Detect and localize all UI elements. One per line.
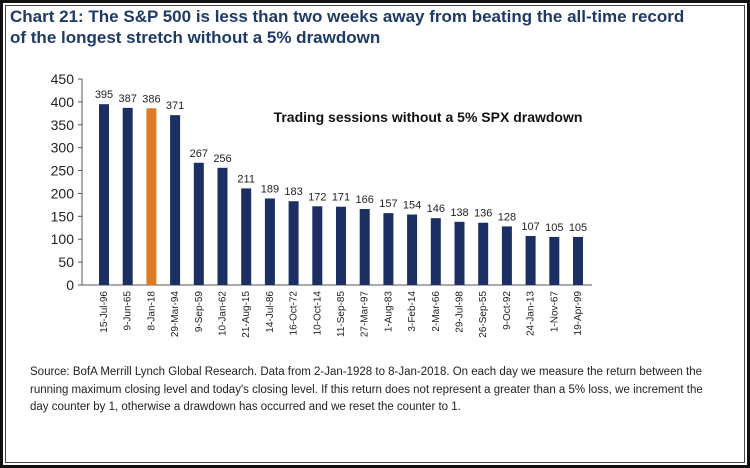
x-tick-label: 29-Mar-94 [170, 291, 181, 338]
bar [359, 209, 370, 285]
x-tick-label: 9-Sep-59 [194, 291, 205, 333]
x-tick-label: 15-Jul-96 [99, 291, 110, 333]
bar-value-label: 136 [474, 208, 492, 220]
bar-value-label: 183 [284, 186, 302, 198]
x-tick-label: 10-Jan-62 [218, 291, 229, 336]
bar-value-label: 105 [569, 222, 587, 234]
bar-value-label: 387 [119, 93, 137, 105]
x-tick-label: 9-Jun-65 [123, 291, 134, 331]
y-tick-label: 100 [51, 231, 75, 247]
x-tick-label: 16-Oct-72 [289, 291, 300, 336]
x-tick-label: 21-Aug-15 [241, 291, 252, 338]
bar-value-label: 166 [356, 194, 374, 206]
y-tick-label: 0 [66, 277, 74, 293]
source-note: Source: BofA Merrill Lynch Global Resear… [30, 366, 703, 413]
y-tick-label: 250 [51, 163, 75, 179]
bar-value-label: 386 [142, 93, 160, 105]
chart-data-labels: 395 387 386 371 267 256 211 189 183 172 171 166 157 1… [95, 89, 587, 234]
bar-value-label: 211 [237, 173, 255, 185]
bar [241, 188, 252, 285]
x-tick-label: 29-Jul-98 [455, 291, 466, 333]
bar-value-label: 171 [332, 192, 350, 204]
bar [454, 221, 465, 285]
bar-value-label: 157 [379, 198, 397, 210]
x-tick-label: 14-Jul-86 [265, 291, 276, 333]
bar [501, 226, 512, 285]
bar [383, 213, 394, 285]
x-tick-label: 1-Nov-67 [549, 291, 560, 333]
bar [430, 218, 441, 285]
y-tick-label: 450 [51, 71, 75, 87]
x-tick-label: 11-Sep-85 [336, 291, 347, 337]
x-tick-label: 8-Jan-18 [146, 291, 157, 331]
y-tick-label: 300 [51, 140, 75, 156]
y-tick-label: 150 [51, 208, 75, 224]
bar [264, 198, 275, 285]
bar [99, 104, 109, 285]
bar-value-label: 107 [521, 221, 539, 233]
y-tick-label: 200 [51, 185, 75, 201]
bar [122, 107, 133, 285]
x-tick-label: 19-Apr-99 [573, 291, 584, 336]
y-tick-label: 400 [51, 94, 75, 110]
bar [525, 236, 536, 285]
bar [336, 206, 346, 285]
x-tick-label: 10-Oct-14 [312, 291, 323, 336]
chart-axes: 0 50 100 150 200 250 300 350 400 450 [51, 71, 592, 293]
bar-value-label: 138 [450, 207, 468, 219]
x-tick-label: 1-Aug-83 [383, 291, 394, 333]
y-tick-label: 50 [58, 254, 74, 270]
y-tick-label: 350 [51, 117, 75, 133]
bar-value-label: 371 [166, 100, 184, 112]
bar [288, 201, 299, 285]
bar [217, 167, 228, 285]
bar-value-label: 267 [190, 148, 208, 160]
bar-value-label: 256 [213, 153, 231, 165]
bar-value-label: 395 [95, 89, 113, 101]
bar-value-label: 105 [545, 222, 563, 234]
bar-value-label: 128 [498, 211, 516, 223]
chart-title: Chart 21: The S&P 500 is less than two w… [10, 7, 685, 47]
x-tick-label: 24-Jan-13 [526, 291, 537, 336]
chart-inner-border [5, 5, 745, 463]
chart-annotation: Trading sessions without a 5% SPX drawdo… [274, 109, 583, 125]
bar [478, 222, 489, 285]
bar [170, 115, 181, 285]
bar-value-label: 189 [261, 183, 279, 195]
x-tick-label: 9-Oct-92 [502, 291, 513, 330]
bar [146, 108, 157, 285]
x-tick-label: 27-Mar-97 [360, 291, 371, 338]
bar [312, 206, 323, 285]
bar-value-label: 154 [403, 200, 421, 212]
bar [407, 214, 418, 285]
x-tick-label: 3-Feb-14 [407, 291, 418, 332]
bar [573, 236, 583, 285]
chart-bars [99, 104, 583, 285]
bar [193, 162, 204, 285]
bar-value-label: 172 [308, 191, 326, 203]
x-tick-label: 26-Sep-55 [478, 291, 489, 338]
bar [549, 236, 560, 285]
bar-value-label: 146 [427, 203, 445, 215]
chart-x-tick-labels: 15-Jul-96 9-Jun-65 8-Jan-18 29-Mar-94 9-Sep-… [99, 291, 584, 338]
x-tick-label: 2-Mar-66 [431, 291, 442, 332]
